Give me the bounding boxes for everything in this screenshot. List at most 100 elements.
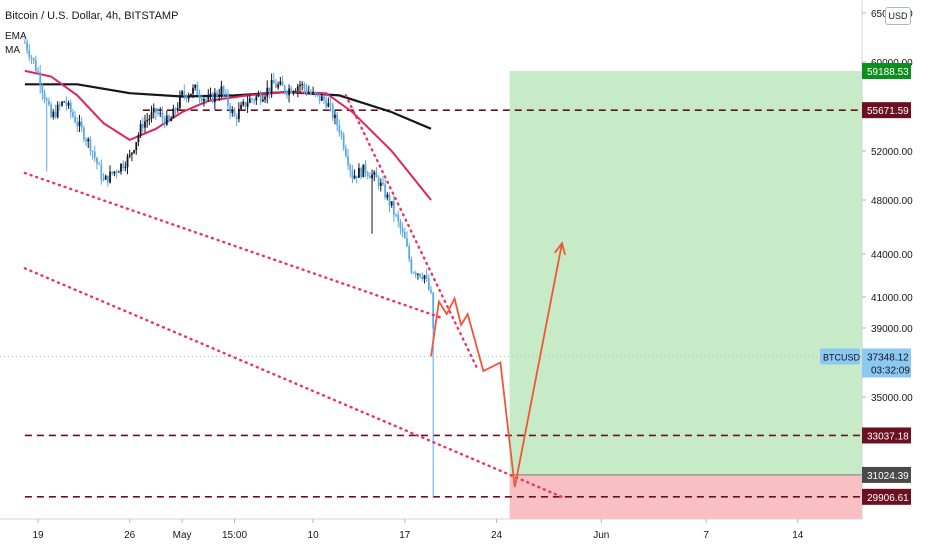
candle-body-41: [113, 171, 116, 174]
candle-body-98: [237, 109, 240, 120]
candle-body-120: [286, 92, 288, 96]
candle-body-60: [155, 108, 157, 113]
candle-body-168: [390, 201, 393, 206]
candle-body-135: [318, 94, 321, 101]
chart-title: Bitcoin / U.S. Dollar, 4h, BITSTAMP: [5, 10, 179, 22]
candle-body-183: [423, 275, 426, 280]
ma-indicator-label[interactable]: MA: [5, 45, 20, 56]
candle-body-113: [270, 79, 273, 93]
candle-body-34: [98, 163, 101, 165]
candle-body-117: [279, 81, 282, 85]
level-tag-2-bg: [862, 488, 911, 505]
candle-body-74: [185, 95, 188, 99]
candle-body-27: [82, 127, 85, 140]
candle-body-127: [301, 83, 304, 85]
time-axis: 19 26 May 15:00 10 17 24 Jun 7 14: [32, 519, 804, 541]
levels-layer: [24, 109, 862, 498]
indicators-layer: [24, 69, 432, 201]
candle-body-82: [203, 99, 205, 102]
candle-body-63: [161, 112, 164, 119]
candle-body-16: [58, 104, 61, 106]
candle-body-115: [275, 83, 277, 88]
candle-body-58: [150, 112, 153, 119]
candle-body-4: [32, 58, 35, 61]
entry-tag-bg: [862, 466, 911, 483]
candle-body-8: [41, 86, 44, 93]
candle-body-182: [421, 276, 424, 280]
candle-body-96: [233, 110, 236, 117]
candle-body-75: [187, 95, 190, 99]
candle-body-126: [299, 84, 301, 87]
x-tick-label-7: Jun: [593, 530, 609, 541]
candle-body-88: [216, 92, 218, 97]
candle-body-132: [312, 91, 314, 94]
candle-body-105: [253, 99, 256, 101]
candle-body-51: [135, 142, 138, 151]
candle-body-170: [395, 214, 397, 216]
ma-line: [24, 83, 432, 130]
candle-body-158: [368, 175, 371, 179]
x-tick-label-5: 17: [399, 530, 411, 541]
symbol-tag-label: BTCUSD: [823, 352, 861, 362]
candle-body-44: [120, 163, 122, 172]
candle-body-165: [384, 184, 387, 198]
currency-button[interactable]: USD: [885, 7, 911, 25]
candle-body-21: [69, 102, 72, 113]
candle-body-85: [209, 93, 212, 97]
candle-body-43: [117, 171, 120, 173]
candle-body-20: [67, 102, 70, 106]
candle-body-61: [157, 112, 159, 114]
candle-body-24: [76, 122, 79, 126]
candle-body-69: [174, 108, 177, 111]
candle-body-151: [353, 175, 356, 179]
candle-body-144: [338, 125, 341, 133]
candle-body-30: [89, 139, 92, 151]
candle-body-104: [251, 98, 253, 100]
last-price-value: 37348.12: [867, 352, 909, 363]
candle-body-50: [133, 150, 135, 153]
candle-body-79: [196, 84, 199, 96]
candle-body-14: [54, 111, 57, 118]
x-tick-label-3: 15:00: [222, 530, 247, 541]
last-price-tag-bg: [862, 348, 911, 378]
candle-body-175: [406, 238, 408, 247]
candle-body-184: [425, 275, 428, 279]
candle-body-160: [373, 172, 376, 175]
candle-body-148: [347, 156, 349, 166]
candle-body-174: [403, 231, 406, 239]
candle-body-130: [307, 92, 310, 94]
candle-body-5: [34, 60, 37, 71]
candle-body-107: [257, 94, 260, 97]
candle-body-80: [198, 95, 201, 99]
ema-indicator-label[interactable]: EMA: [5, 31, 27, 42]
candle-body-81: [200, 98, 203, 102]
candle-body-35: [100, 164, 103, 180]
candle-body-15: [56, 104, 59, 118]
candle-body-37: [104, 175, 107, 180]
candle-body-72: [181, 91, 183, 96]
candle-body-1: [26, 42, 28, 51]
candle-body-92: [224, 93, 227, 95]
candle-body-154: [360, 168, 363, 178]
candle-body-122: [290, 88, 293, 94]
candle-body-19: [65, 101, 68, 106]
candle-body-109: [261, 99, 264, 102]
candle-body-145: [340, 132, 343, 136]
candle-body-119: [283, 85, 286, 93]
candle-body-102: [246, 102, 249, 107]
candle-body-23: [74, 116, 77, 123]
candle-body-146: [342, 135, 345, 149]
candle-body-123: [292, 91, 295, 94]
candle-body-56: [146, 119, 149, 122]
candle-body-29: [87, 139, 90, 142]
candle-body-53: [139, 124, 142, 136]
candle-body-54: [141, 124, 144, 128]
candle-body-67: [170, 118, 173, 122]
x-tick-label-4: 10: [308, 530, 320, 541]
candle-body-172: [399, 221, 402, 229]
y-tick-label-3: 48000.00: [871, 196, 913, 207]
candle-body-26: [80, 121, 83, 128]
candle-body-97: [235, 116, 238, 120]
candle-body-167: [388, 194, 391, 206]
